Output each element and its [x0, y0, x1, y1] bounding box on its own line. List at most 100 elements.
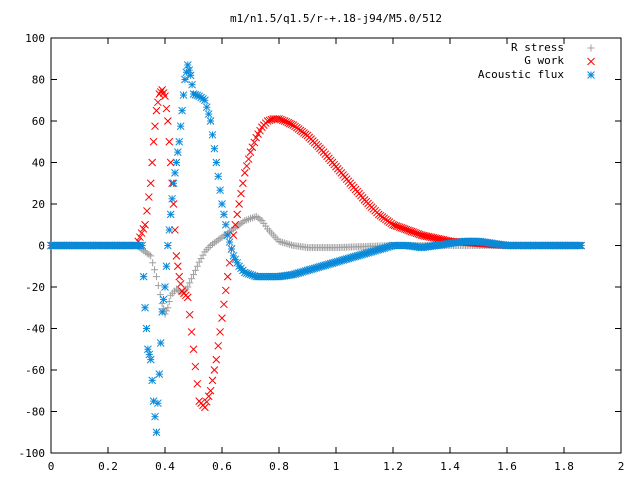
data-marks	[47, 61, 585, 437]
data-point-acoustic-flux	[155, 370, 164, 379]
data-point-r-stress	[151, 266, 159, 274]
data-point-g-work	[176, 280, 185, 288]
data-point-g-work	[162, 104, 171, 113]
axis-ticks: 0 0.2 0.4 0.6 0.8 1 1.2 1.4 1.6 1.8 2100806040200-…	[19, 32, 625, 473]
data-point-acoustic-flux	[171, 169, 179, 177]
data-point-g-work	[172, 252, 181, 260]
data-point-g-work	[144, 193, 153, 201]
data-point-r-stress	[197, 255, 205, 263]
data-point-acoustic-flux	[158, 308, 167, 316]
data-point-acoustic-flux	[169, 179, 178, 188]
x-tick-label: 1.8	[554, 460, 574, 473]
data-point-r-stress	[152, 273, 160, 281]
data-point-r-stress	[279, 238, 287, 246]
data-point-g-work	[220, 300, 228, 309]
data-point-g-work	[149, 137, 158, 146]
data-point-g-work	[166, 158, 175, 167]
data-point-acoustic-flux	[168, 194, 176, 203]
y-tick-label: 0	[38, 240, 45, 253]
data-point-acoustic-flux	[161, 283, 169, 291]
data-point-acoustic-flux	[165, 226, 174, 234]
data-point-g-work	[187, 328, 196, 336]
data-point-g-work	[141, 220, 149, 229]
data-point-acoustic-flux	[204, 110, 213, 118]
data-point-r-stress	[275, 237, 283, 245]
data-point-acoustic-flux	[577, 241, 585, 250]
data-point-r-stress	[141, 248, 149, 256]
data-point-r-stress	[143, 249, 151, 257]
x-tick-label: 1	[333, 460, 340, 473]
data-point-r-stress	[286, 240, 294, 248]
data-point-g-work	[212, 355, 221, 364]
data-point-g-work	[163, 117, 172, 125]
y-tick-label: 20	[32, 198, 45, 211]
data-point-g-work	[148, 158, 157, 167]
data-point-acoustic-flux	[221, 220, 230, 229]
y-tick-label: 40	[32, 157, 45, 170]
data-point-r-stress	[154, 282, 162, 290]
data-point-g-work	[229, 231, 238, 239]
data-point-acoustic-flux	[188, 80, 196, 89]
x-tick-label: 1.6	[497, 460, 517, 473]
data-point-acoustic-flux	[144, 345, 152, 354]
legend-marker-acoustic-flux	[587, 71, 595, 79]
data-point-g-work	[235, 200, 243, 208]
y-tick-label: 100	[25, 32, 45, 45]
data-point-r-stress	[184, 283, 192, 291]
data-point-acoustic-flux	[151, 412, 159, 421]
data-point-g-work	[152, 106, 161, 115]
y-tick-label: -80	[25, 406, 45, 419]
data-point-g-work	[191, 362, 200, 371]
data-point-acoustic-flux	[139, 272, 148, 281]
data-point-acoustic-flux	[227, 245, 236, 253]
data-point-g-work	[210, 366, 219, 374]
x-tick-label: 0.8	[269, 460, 289, 473]
data-point-acoustic-flux	[162, 262, 171, 271]
data-point-r-stress	[186, 279, 194, 287]
data-point-r-stress	[162, 307, 170, 315]
legend-marker-g-work	[587, 57, 595, 66]
data-point-g-work	[250, 138, 259, 147]
data-point-g-work	[143, 207, 151, 215]
x-tick-label: 2	[618, 460, 625, 473]
data-point-acoustic-flux	[181, 75, 189, 84]
data-point-r-stress	[287, 241, 295, 249]
data-point-acoustic-flux	[208, 130, 217, 139]
data-point-r-stress	[191, 266, 199, 274]
data-point-acoustic-flux	[172, 158, 181, 167]
x-tick-label: 0.2	[98, 460, 118, 473]
data-point-g-work	[201, 403, 209, 412]
data-point-g-work	[214, 341, 223, 350]
x-tick-label: 1.2	[383, 460, 403, 473]
data-point-g-work	[165, 137, 174, 146]
legend: R stress G work Acoustic flux	[478, 41, 595, 81]
data-point-r-stress	[147, 252, 155, 260]
data-point-g-work	[193, 379, 202, 388]
data-point-r-stress	[190, 271, 197, 279]
y-tick-label: -40	[25, 323, 45, 336]
data-point-g-work	[218, 314, 226, 322]
data-point-g-work	[136, 233, 144, 242]
data-point-g-work	[175, 272, 184, 281]
data-point-acoustic-flux	[186, 71, 195, 80]
legend-label-r-stress: R stress	[511, 41, 564, 54]
data-point-acoustic-flux	[210, 144, 219, 153]
data-point-g-work	[221, 286, 230, 295]
data-point-g-work	[202, 397, 211, 406]
data-point-g-work	[169, 200, 178, 208]
y-tick-label: -20	[25, 281, 45, 294]
data-point-g-work	[246, 148, 255, 156]
data-point-g-work	[216, 328, 224, 336]
legend-label-acoustic-flux: Acoustic flux	[478, 68, 564, 81]
data-point-g-work	[240, 169, 249, 177]
y-tick-label: -100	[19, 447, 46, 460]
data-point-acoustic-flux	[148, 376, 157, 385]
data-point-g-work	[183, 293, 192, 302]
data-point-g-work	[225, 258, 234, 267]
data-point-acoustic-flux	[145, 350, 154, 359]
data-point-acoustic-flux	[220, 210, 228, 219]
data-point-r-stress	[277, 238, 285, 246]
data-point-g-work	[137, 229, 146, 237]
legend-marker-r-stress	[587, 44, 595, 52]
data-point-r-stress	[199, 251, 207, 259]
